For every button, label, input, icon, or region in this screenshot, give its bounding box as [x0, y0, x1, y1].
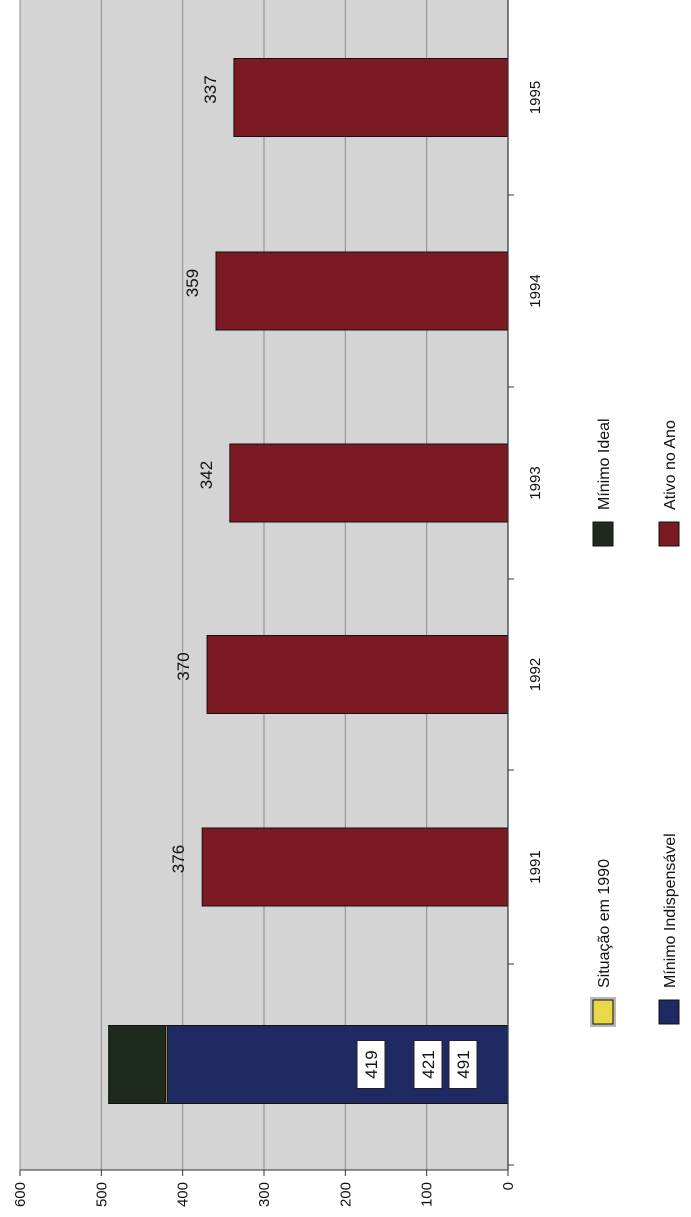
reference-label-m-nimo-ideal: 491 — [454, 1050, 473, 1078]
value-tick-label-400: 400 — [175, 1182, 192, 1207]
reference-label-box-m-nimo-indispens-vel — [356, 1040, 386, 1089]
bar-1994 — [215, 251, 509, 331]
value-tick-label-500: 500 — [93, 1182, 110, 1207]
value-tick-label-300: 300 — [256, 1182, 273, 1207]
reference-label-m-nimo-indispens-vel: 419 — [362, 1050, 381, 1078]
legend-swatch-situa-o-em-1990 — [592, 999, 614, 1025]
bar-1995 — [233, 58, 509, 137]
reference-label-box-m-nimo-ideal — [448, 1040, 478, 1089]
bar-1992 — [206, 635, 509, 714]
category-axis: 1991 1992 1993 1994 1995 — [507, 0, 544, 1170]
bars — [108, 58, 509, 1104]
legend-swatch-m-nimo-indispens-vel — [658, 999, 680, 1025]
legend-swatch-ativo-no-ano — [658, 521, 680, 547]
legend-swatch-m-nimo-ideal — [592, 521, 614, 547]
legend-label-situa-o-em-1990: Situação em 1990 — [596, 859, 613, 988]
legend: Situação em 1990 Mínimo Indispensável Míni… — [590, 418, 680, 1027]
value-axis: 0 100 200 300 400 500 600 — [12, 1169, 517, 1207]
legend-label-m-nimo-indispens-vel: Mínimo Indispensável — [662, 833, 679, 988]
reference-label-box-situa-o-em-1990 — [413, 1040, 443, 1089]
value-tick-label-0: 0 — [500, 1182, 517, 1190]
gridlines — [19, 0, 428, 1170]
bar-label-1994: 359 — [183, 269, 202, 297]
bar-label-1992: 370 — [174, 652, 193, 680]
bar-label-1991: 376 — [169, 845, 188, 873]
category-label-1992: 1992 — [527, 658, 544, 691]
value-tick-label-200: 200 — [337, 1182, 354, 1207]
reference-label-situa-o-em-1990: 421 — [419, 1050, 438, 1078]
category-label-1991: 1991 — [527, 850, 544, 883]
bar-1991 — [201, 827, 509, 907]
bar-label-1993: 342 — [197, 461, 216, 489]
bar-label-1995: 337 — [201, 75, 220, 103]
category-label-1995: 1995 — [527, 81, 544, 114]
legend-label-ativo-no-ano: Ativo no Ano — [662, 420, 679, 510]
legend-label-m-nimo-ideal: Mínimo Ideal — [596, 418, 613, 510]
bar-1993 — [229, 443, 509, 523]
value-tick-label-600: 600 — [12, 1182, 29, 1207]
data-labels: 491 421 419 376 370 342 359 337 — [169, 75, 478, 1089]
category-label-1994: 1994 — [527, 274, 544, 307]
category-label-1993: 1993 — [527, 466, 544, 499]
value-tick-label-100: 100 — [419, 1182, 436, 1207]
